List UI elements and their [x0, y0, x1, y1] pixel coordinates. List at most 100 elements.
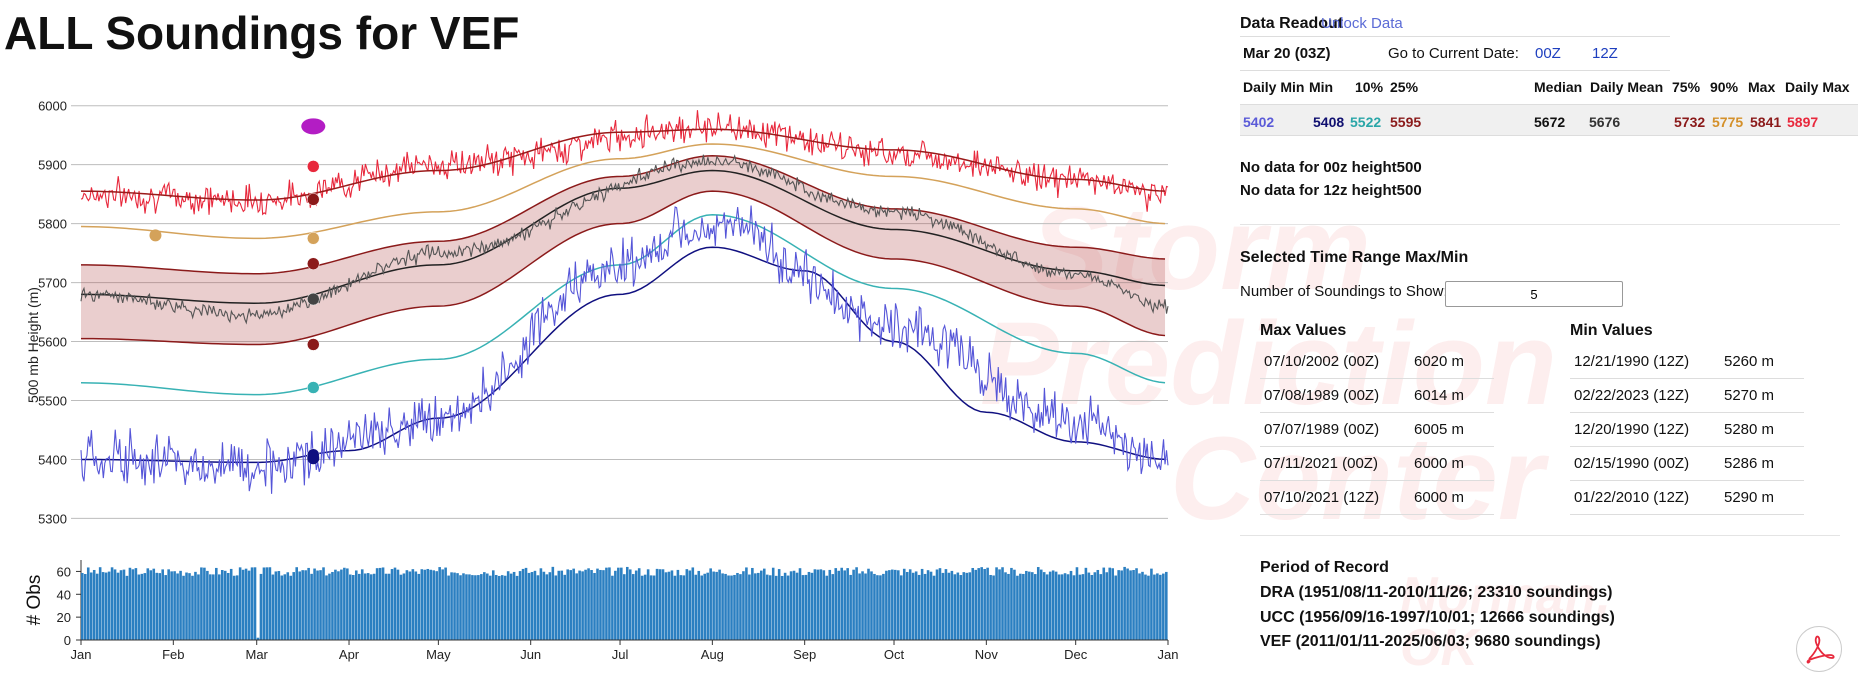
obs-bar — [599, 569, 602, 640]
pdf-export-button[interactable] — [1796, 626, 1842, 672]
series-line-90- — [80, 143, 1166, 240]
stat-value-max: 5841 — [1750, 114, 1782, 130]
obs-bar — [950, 570, 954, 640]
max-value-row: 07/07/1989 (00Z) 6005 m — [1260, 413, 1494, 447]
obs-bar — [742, 571, 745, 640]
obs-bar — [748, 574, 751, 640]
obs-bar — [602, 570, 605, 640]
obs-y-tick-label: 0 — [64, 633, 71, 648]
obs-bar — [894, 569, 897, 640]
obs-bar — [736, 572, 739, 640]
obs-bar — [161, 569, 164, 640]
marker-90pct — [149, 229, 162, 242]
obs-bar — [1048, 571, 1052, 640]
obs-bar — [715, 571, 718, 640]
obs-bar — [474, 575, 477, 640]
obs-bar — [304, 570, 307, 640]
divider — [1240, 535, 1840, 536]
obs-bar — [631, 574, 635, 640]
obs-bar — [375, 568, 379, 640]
obs-count-chart[interactable]: 0 20 40 60 # Obs Jan Feb Mar Apr May Jun Jul Aug Sep O… — [0, 556, 1230, 666]
obs-bar — [384, 573, 388, 640]
obs-bar — [882, 573, 885, 640]
obs-bar — [780, 575, 784, 640]
obs-bar — [1117, 570, 1120, 640]
obs-bar — [1102, 567, 1106, 640]
goto-00z-link[interactable]: 00Z — [1535, 45, 1561, 62]
obs-bar — [203, 567, 206, 640]
obs-bar — [998, 569, 1001, 640]
por-line-vef: VEF (2011/01/11-2025/06/03; 9680 soundin… — [1260, 633, 1601, 650]
num-soundings-input[interactable] — [1445, 281, 1623, 307]
obs-bar — [712, 571, 715, 640]
max-value-value: 6000 m — [1414, 455, 1465, 472]
obs-bar — [81, 572, 84, 640]
obs-bar — [840, 567, 843, 640]
obs-bar — [432, 570, 435, 640]
stat-value-median: 5672 — [1534, 114, 1566, 130]
stat-header: Min — [1309, 79, 1334, 95]
obs-bar — [506, 571, 510, 640]
marker-10- — [307, 381, 320, 394]
obs-bar — [628, 569, 632, 640]
obs-bar — [471, 575, 474, 640]
obs-bar — [86, 567, 90, 640]
obs-bar — [363, 573, 367, 640]
obs-bar — [101, 572, 105, 640]
obs-bar — [325, 575, 328, 640]
obs-bar — [331, 571, 334, 640]
obs-bar — [682, 575, 686, 640]
obs-bar — [477, 575, 480, 640]
obs-bar — [804, 574, 808, 640]
divider — [1240, 70, 1670, 71]
divider — [1240, 36, 1670, 37]
obs-bar — [879, 575, 882, 640]
goto-12z-link[interactable]: 12Z — [1592, 45, 1618, 62]
unlock-data-link[interactable]: Unlock Data — [1321, 15, 1403, 32]
obs-bar — [295, 567, 298, 640]
obs-bar — [271, 574, 275, 640]
max-values-title: Max Values — [1260, 322, 1347, 339]
obs-bar — [581, 571, 584, 640]
obs-bar — [563, 574, 567, 640]
obs-bar — [158, 573, 162, 640]
obs-bar — [1138, 573, 1141, 640]
obs-bar — [1141, 571, 1144, 640]
marker-90- — [307, 232, 320, 245]
obs-bar — [1090, 574, 1094, 640]
obs-bar — [1042, 572, 1046, 640]
obs-bar — [107, 571, 111, 640]
min-value-value: 5290 m — [1724, 489, 1775, 506]
obs-bar — [393, 567, 397, 640]
obs-bar — [280, 575, 284, 640]
min-value-date: 12/21/1990 (12Z) — [1574, 353, 1690, 370]
obs-bar — [587, 568, 590, 640]
obs-bar — [298, 571, 301, 640]
interquartile-band — [81, 155, 1166, 345]
max-value-value: 6005 m — [1414, 421, 1465, 438]
obs-bar — [548, 572, 552, 640]
obs-bar — [352, 575, 355, 640]
obs-bar — [122, 569, 126, 640]
height-climatology-chart[interactable]: 5300 5400 5500 5600 5700 5800 5900 6000 500 mb H… — [0, 62, 1230, 552]
stat-value-75pct: 5732 — [1674, 114, 1706, 130]
series-line-daily-mean — [80, 154, 1169, 325]
obs-bar — [885, 570, 888, 640]
obs-bar — [488, 575, 492, 640]
obs-bar — [262, 567, 266, 640]
obs-bar — [372, 573, 376, 640]
obs-bar — [1072, 575, 1076, 640]
obs-bar — [691, 567, 695, 640]
obs-bar — [334, 569, 337, 640]
obs-bar — [789, 571, 793, 640]
obs-bar — [1028, 571, 1031, 640]
obs-bar — [256, 637, 260, 640]
obs-bar — [837, 570, 841, 640]
obs-bar — [110, 567, 114, 640]
obs-bar — [1120, 570, 1123, 640]
obs-bar — [1156, 573, 1159, 640]
obs-bar — [155, 572, 159, 640]
obs-bar — [1078, 574, 1082, 640]
min-value-row: 12/20/1990 (12Z) 5280 m — [1570, 413, 1804, 447]
obs-bar — [971, 567, 975, 640]
